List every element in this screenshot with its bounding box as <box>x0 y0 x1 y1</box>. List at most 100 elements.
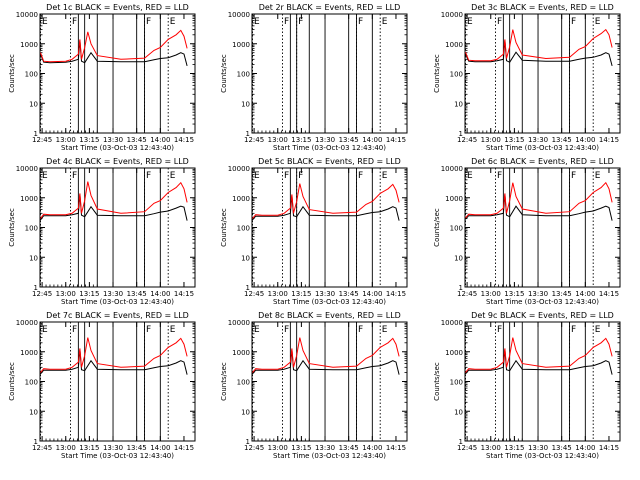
y-tick-label: 100 <box>25 71 38 79</box>
x-tick-label: 13:45 <box>552 136 572 144</box>
y-tick-label: 10 <box>241 408 250 416</box>
x-tick-label: 12:45 <box>32 136 52 144</box>
x-tick-label: 13:45 <box>339 444 359 452</box>
y-tick-label: 10 <box>241 254 250 262</box>
x-tick-label: 13:30 <box>315 444 335 452</box>
x-tick-label: 13:15 <box>79 444 99 452</box>
x-tick-label: 14:15 <box>599 444 619 452</box>
x-tick-label: 13:45 <box>127 290 147 298</box>
y-axis-label: Counts/sec <box>8 54 16 93</box>
y-tick-label: 1 <box>459 438 463 446</box>
chart-panel-7: Det 7c BLACK = Events, RED = LLD 1 10 100 10… <box>8 311 196 460</box>
x-tick-label: 13:30 <box>103 136 123 144</box>
event-marker-label: F <box>358 171 363 181</box>
x-tick-label: 14:15 <box>599 290 619 298</box>
x-axis-label: Start Time (03-Oct-03 12:43:40) <box>273 298 386 306</box>
x-tick-label: 13:45 <box>127 444 147 452</box>
y-tick-label: 10 <box>29 100 38 108</box>
y-axis-label: Counts/sec <box>220 208 228 247</box>
y-tick-label: 1 <box>459 130 463 138</box>
chart-panel-6: Det 6c BLACK = Events, RED = LLD 1 10 100 10… <box>433 157 621 306</box>
plot-frame <box>39 167 196 288</box>
y-tick-label: 10000 <box>228 11 250 19</box>
x-axis-label: Start Time (03-Oct-03 12:43:40) <box>273 452 386 460</box>
event-marker-label: E <box>42 171 48 181</box>
y-axis-label: Counts/sec <box>8 362 16 401</box>
event-marker-label: F <box>72 17 77 27</box>
y-tick-label: 100 <box>25 379 38 387</box>
series-line-black <box>40 194 188 221</box>
event-marker-label: F <box>72 325 77 335</box>
series-line-black <box>252 195 400 221</box>
series-line-black <box>465 349 613 375</box>
x-tick-label: 14:00 <box>150 136 170 144</box>
x-tick-label: 13:00 <box>481 136 501 144</box>
y-tick-label: 10000 <box>16 165 38 173</box>
x-tick-label: 12:45 <box>244 136 264 144</box>
x-tick-label: 13:30 <box>103 290 123 298</box>
event-marker-label: F <box>298 171 303 181</box>
x-tick-label: 14:15 <box>386 290 406 298</box>
event-marker-label: E <box>382 17 388 27</box>
y-tick-label: 10 <box>29 408 38 416</box>
y-tick-label: 1 <box>246 438 250 446</box>
y-tick-label: 10 <box>29 254 38 262</box>
x-tick-label: 13:45 <box>552 290 572 298</box>
y-tick-label: 1000 <box>445 195 463 203</box>
chart-panel-4: Det 4c BLACK = Events, RED = LLD 1 10 100 10… <box>8 157 196 306</box>
series-line-red <box>40 337 188 373</box>
x-axis-label: Start Time (03-Oct-03 12:43:40) <box>273 144 386 152</box>
x-tick-label: 13:15 <box>504 290 524 298</box>
event-marker-label: E <box>254 17 260 27</box>
x-tick-label: 13:45 <box>339 136 359 144</box>
x-tick-label: 12:45 <box>244 444 264 452</box>
series-line-black <box>40 40 188 67</box>
x-tick-label: 12:45 <box>457 444 477 452</box>
y-tick-label: 100 <box>237 379 250 387</box>
x-tick-label: 13:45 <box>339 290 359 298</box>
x-tick-label: 12:45 <box>457 290 477 298</box>
x-tick-label: 14:00 <box>575 444 595 452</box>
x-tick-label: 13:00 <box>56 444 76 452</box>
y-axis-label: Counts/sec <box>433 54 441 93</box>
chart-panel-3: Det 3c BLACK = Events, RED = LLD 1 10 100 10… <box>433 3 621 152</box>
x-tick-label: 13:30 <box>103 444 123 452</box>
x-tick-label: 13:15 <box>79 136 99 144</box>
event-marker-label: E <box>42 325 48 335</box>
y-tick-label: 10 <box>454 254 463 262</box>
plot-frame <box>464 167 621 288</box>
event-marker-label: F <box>284 325 289 335</box>
plot-frame <box>251 13 408 134</box>
x-tick-label: 13:45 <box>127 136 147 144</box>
y-tick-label: 1 <box>34 130 38 138</box>
y-tick-label: 1000 <box>445 349 463 357</box>
y-tick-label: 100 <box>237 71 250 79</box>
event-marker-label: E <box>467 171 473 181</box>
y-tick-label: 1000 <box>20 349 38 357</box>
x-tick-label: 14:00 <box>150 444 170 452</box>
event-marker-label: F <box>146 171 151 181</box>
y-tick-label: 100 <box>450 379 463 387</box>
y-tick-label: 1000 <box>20 195 38 203</box>
x-tick-label: 13:30 <box>528 290 548 298</box>
event-marker-label: E <box>467 325 473 335</box>
chart-title: Det 2r BLACK = Events, RED = LLD <box>259 3 401 12</box>
x-tick-label: 13:15 <box>79 290 99 298</box>
x-tick-label: 13:00 <box>268 444 288 452</box>
x-tick-label: 13:30 <box>315 136 335 144</box>
chart-title: Det 5c BLACK = Events, RED = LLD <box>258 157 401 166</box>
event-marker-label: E <box>595 325 601 335</box>
series-line-red <box>40 29 188 63</box>
series-line-black <box>252 349 400 375</box>
y-tick-label: 1000 <box>232 195 250 203</box>
event-marker-label: F <box>146 17 151 27</box>
x-tick-label: 14:00 <box>575 290 595 298</box>
y-tick-label: 1000 <box>445 41 463 49</box>
x-axis-label: Start Time (03-Oct-03 12:43:40) <box>61 452 174 460</box>
event-marker-label: F <box>497 17 502 27</box>
plot-frame <box>464 13 621 134</box>
x-tick-label: 13:30 <box>315 290 335 298</box>
event-marker-label: F <box>284 17 289 27</box>
x-tick-label: 13:15 <box>504 444 524 452</box>
